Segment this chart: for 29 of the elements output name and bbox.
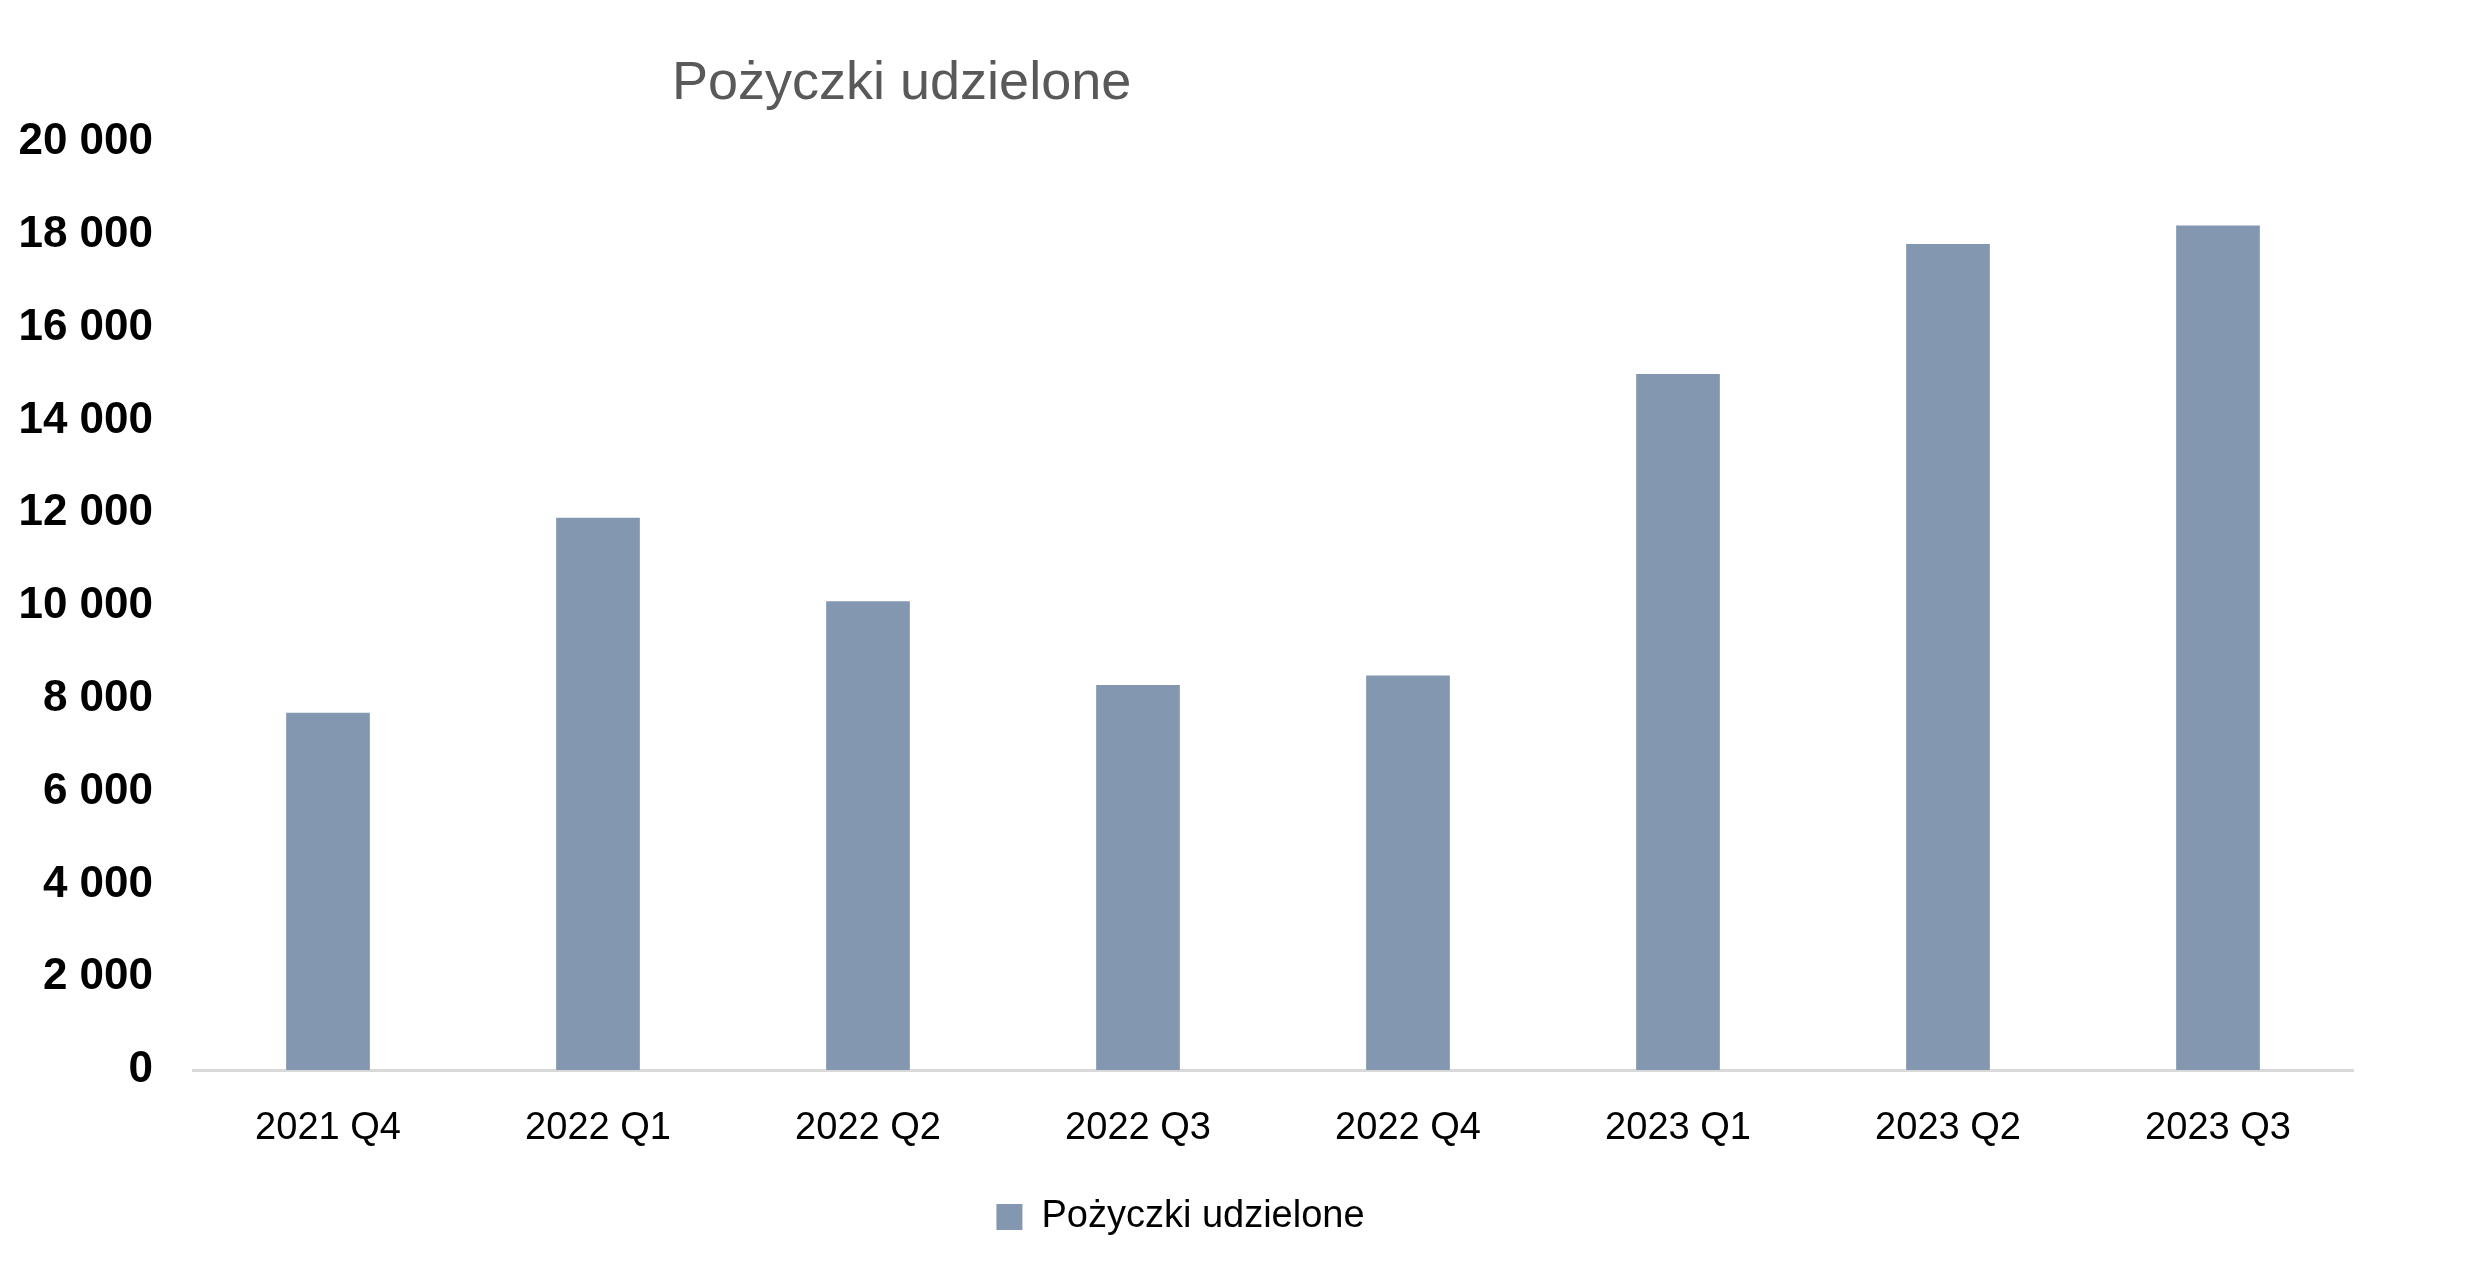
y-tick-label: 2 000 <box>42 949 153 999</box>
x-tick-label: 2022 Q1 <box>525 1105 671 1148</box>
y-tick-label: 0 <box>128 1042 153 1092</box>
chart-title: Pożyczki udzielone <box>672 50 1132 110</box>
y-tick-label: 4 000 <box>42 856 153 906</box>
bar <box>1366 675 1450 1070</box>
x-tick-label: 2022 Q2 <box>795 1105 941 1148</box>
x-tick-label: 2023 Q3 <box>2145 1105 2291 1148</box>
y-tick-label: 12 000 <box>18 485 153 535</box>
y-tick-label: 14 000 <box>18 392 153 442</box>
bar <box>1096 684 1180 1070</box>
y-tick-label: 6 000 <box>42 763 153 813</box>
x-tick-label: 2022 Q4 <box>1335 1105 1481 1148</box>
bar <box>2176 225 2260 1070</box>
x-tick-label: 2022 Q3 <box>1065 1105 1211 1148</box>
x-tick-label: 2023 Q2 <box>1875 1105 2021 1148</box>
bar <box>1636 374 1720 1070</box>
bar <box>286 712 370 1070</box>
y-tick-label: 16 000 <box>18 299 153 349</box>
y-tick-label: 8 000 <box>42 670 153 720</box>
bar <box>826 601 910 1070</box>
y-tick-label: 18 000 <box>18 206 153 256</box>
bar <box>556 517 640 1070</box>
bar <box>1906 244 1990 1070</box>
legend-label: Pożyczki udzielone <box>1041 1193 1365 1236</box>
x-tick-label: 2021 Q4 <box>255 1105 401 1148</box>
x-tick-label: 2023 Q1 <box>1605 1105 1751 1148</box>
y-tick-label: 10 000 <box>18 578 153 628</box>
y-tick-label: 20 000 <box>18 114 153 164</box>
